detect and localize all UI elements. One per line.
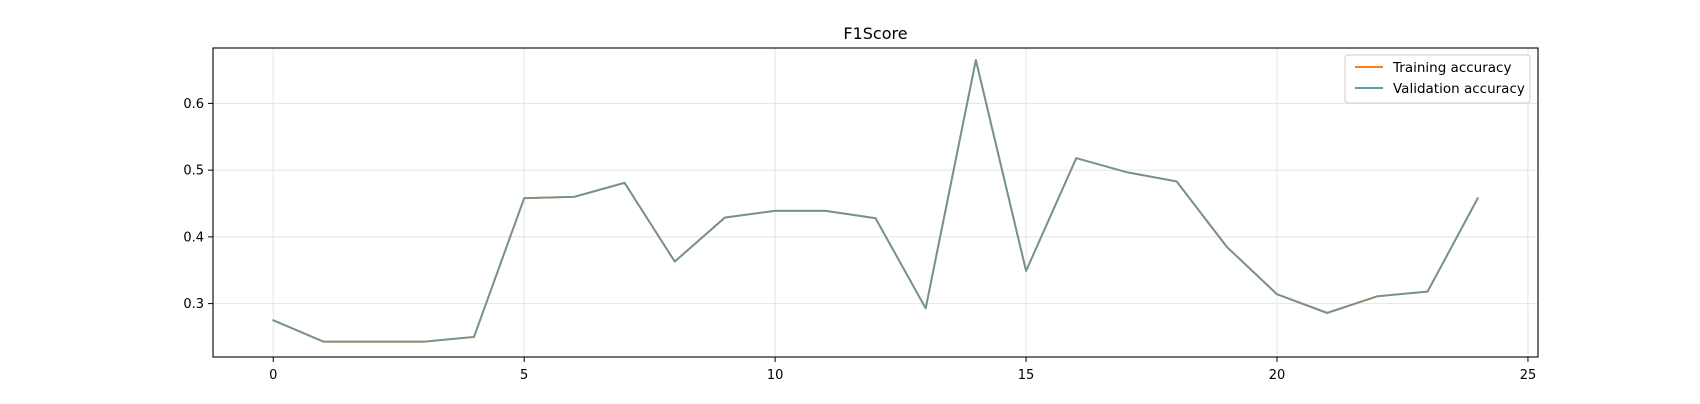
y-tick-label: 0.5 xyxy=(183,164,204,179)
y-tick-label: 0.3 xyxy=(183,297,204,312)
x-tick-label: 0 xyxy=(269,368,277,383)
legend-label: Training accuracy xyxy=(1392,60,1511,76)
legend: Training accuracy Validation accuracy xyxy=(1344,54,1531,104)
x-tick-label: 20 xyxy=(1269,368,1286,383)
legend-label: Validation accuracy xyxy=(1393,81,1525,97)
y-tick-label: 0.6 xyxy=(183,97,204,112)
plot-frame xyxy=(212,47,1539,358)
chart-title: F1Score xyxy=(843,24,907,43)
series-line-validation-accuracy xyxy=(272,59,1479,343)
axis-layer: 0 5 10 15 20 25 0.3 0.4 0.5 0.6 xyxy=(183,97,1536,383)
x-tick-label: 10 xyxy=(767,368,784,383)
x-tick-label: 15 xyxy=(1018,368,1035,383)
x-tick-label: 5 xyxy=(520,368,528,383)
legend-box xyxy=(1344,54,1531,104)
grid-layer xyxy=(213,48,1538,357)
x-tick-label: 25 xyxy=(1520,368,1537,383)
y-tick-label: 0.4 xyxy=(183,230,204,245)
series-layer xyxy=(272,59,1479,343)
